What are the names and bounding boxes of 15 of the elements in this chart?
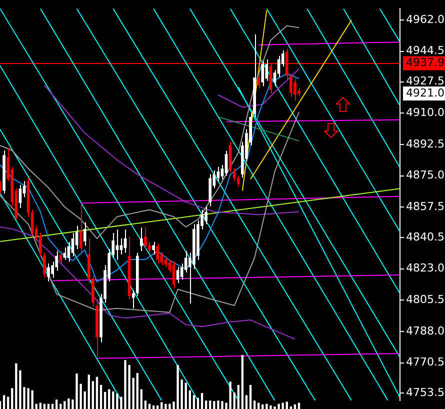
text: 4921.0 (406, 86, 444, 100)
y-tick-label: 4962.0 (406, 12, 444, 26)
y-tick-label: 4944.5 (406, 44, 444, 58)
y-tick-label: 4770.5 (406, 356, 444, 369)
ref-line-label: 4937.9 (406, 56, 444, 70)
y-tick-label: 4840.5 (406, 230, 444, 244)
y-tick-label: 4892.5 (406, 137, 444, 150)
y-tick-label: 4857.5 (406, 200, 444, 213)
y-tick-label: 4753.5 (406, 386, 444, 400)
y-tick-label: 4910.0 (406, 106, 444, 119)
y-tick-label: 4927.5 (406, 74, 444, 88)
y-tick-label: 4875.0 (406, 168, 444, 182)
y-tick-label: 4823.0 (406, 262, 444, 275)
y-tick-label: 4788.0 (406, 324, 444, 338)
y-tick-label: 4805.5 (406, 293, 444, 306)
